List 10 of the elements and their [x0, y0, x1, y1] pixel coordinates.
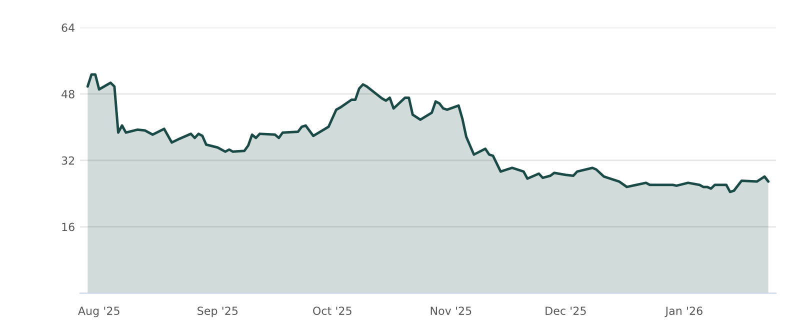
y-tick-label: 48: [62, 90, 74, 98]
y-tick-label: 64: [62, 24, 75, 32]
x-tick-label: Sep '25: [198, 306, 238, 318]
x-tick-label: Oct '25: [313, 306, 352, 316]
x-tick-label: Aug '25: [78, 306, 120, 318]
y-tick-label: 32: [62, 156, 74, 165]
y-tick-label: 16: [62, 222, 74, 232]
x-tick-label: Nov '25: [430, 306, 472, 316]
x-tick-label: Jan '26: [664, 306, 702, 318]
x-tick-label: Dec '25: [546, 306, 586, 316]
